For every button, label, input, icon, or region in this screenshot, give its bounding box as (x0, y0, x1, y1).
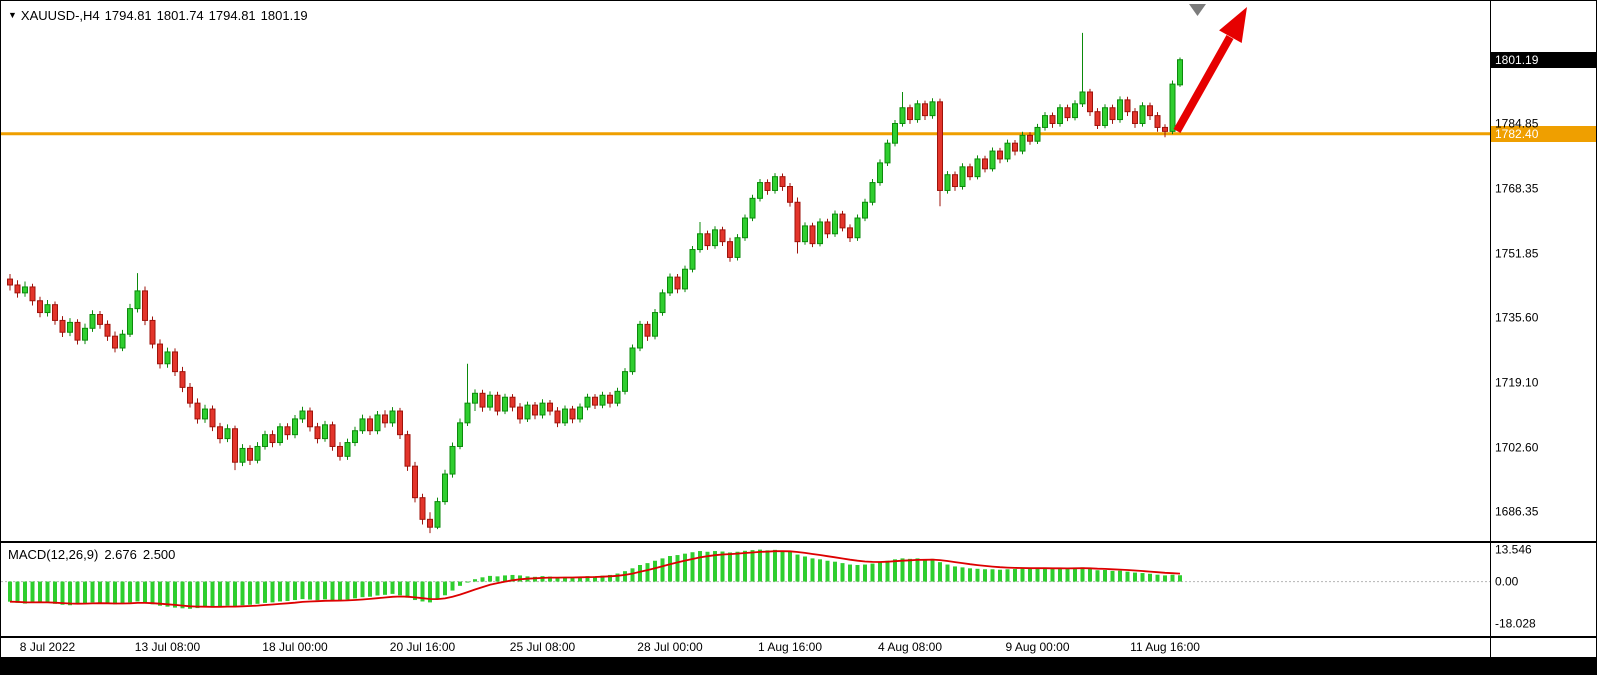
time-tick-label: 11 Aug 16:00 (1130, 640, 1200, 654)
time-tick-label: 18 Jul 00:00 (262, 640, 328, 654)
panel-separator-bottom (1, 636, 1596, 638)
price-chart-canvas[interactable] (1, 1, 1490, 541)
price-tick-label: 1768.35 (1495, 181, 1539, 196)
price-tick-label: 1784.85 (1495, 116, 1539, 131)
price-tick-label: 1702.60 (1495, 440, 1539, 455)
macd-tick-label: 0.00 (1495, 574, 1519, 589)
bar-close-value: 1801.19 (260, 8, 308, 23)
price-axis[interactable]: 1801.19 1782.40 1784.85 1768.35 1751.85 173… (1490, 1, 1596, 657)
price-tick-label: 1735.60 (1495, 310, 1539, 325)
time-tick-label: 20 Jul 16:00 (389, 640, 456, 654)
macd-histogram (8, 549, 1182, 609)
panel-separator[interactable] (1, 541, 1596, 543)
macd-main-value: 2.676 (104, 547, 137, 562)
time-tick-label: 9 Aug 00:00 (1005, 640, 1070, 654)
time-tick-label: 4 Aug 08:00 (877, 640, 943, 654)
price-chart-panel (1, 1, 1490, 541)
chart-shift-marker-icon[interactable] (1189, 4, 1206, 16)
candles-layer (7, 32, 1183, 534)
price-tick-label: 1751.85 (1495, 246, 1539, 261)
time-tick-label: 1 Aug 16:00 (757, 640, 823, 654)
time-axis[interactable]: 8 Jul 2022 13 Jul 08:00 18 Jul 00:00 20 Jul… (1, 638, 1490, 657)
time-tick-label: 8 Jul 2022 (19, 640, 76, 654)
price-tick-label: 1686.35 (1495, 504, 1539, 519)
macd-name: MACD(12,26,9) (8, 547, 99, 562)
macd-panel (1, 543, 1490, 636)
price-tick-label: 1719.10 (1495, 375, 1539, 390)
time-tick-label: 28 Jul 00:00 (637, 640, 703, 654)
hline-price-badge: 1782.40 (1491, 125, 1596, 142)
bar-open-value: 1794.81 (104, 8, 152, 23)
symbol-dropdown-icon[interactable]: ▼ (8, 10, 17, 20)
bar-high-value: 1801.74 (156, 8, 204, 23)
chart-ohlc-info: ▼ XAUUSD-,H4 1794.81 1801.74 1794.81 1801.19 (8, 8, 313, 23)
current-price-badge: 1801.19 (1491, 51, 1596, 68)
trend-arrow-annotation[interactable] (1173, 7, 1247, 133)
bottom-bar (1, 657, 1596, 674)
time-tick-label: 13 Jul 08:00 (134, 640, 201, 654)
macd-canvas[interactable] (1, 543, 1490, 636)
macd-signal-value: 2.500 (142, 547, 176, 562)
macd-tick-label: -18.028 (1495, 616, 1536, 631)
time-tick-label: 25 Jul 08:00 (509, 640, 576, 654)
macd-signal-line (9, 550, 1181, 608)
macd-indicator-label: MACD(12,26,9) 2.676 2.500 (8, 547, 181, 562)
macd-tick-label: 13.546 (1495, 542, 1532, 556)
bar-low-value: 1794.81 (208, 8, 256, 23)
symbol-label: XAUUSD-,H4 (20, 8, 100, 23)
